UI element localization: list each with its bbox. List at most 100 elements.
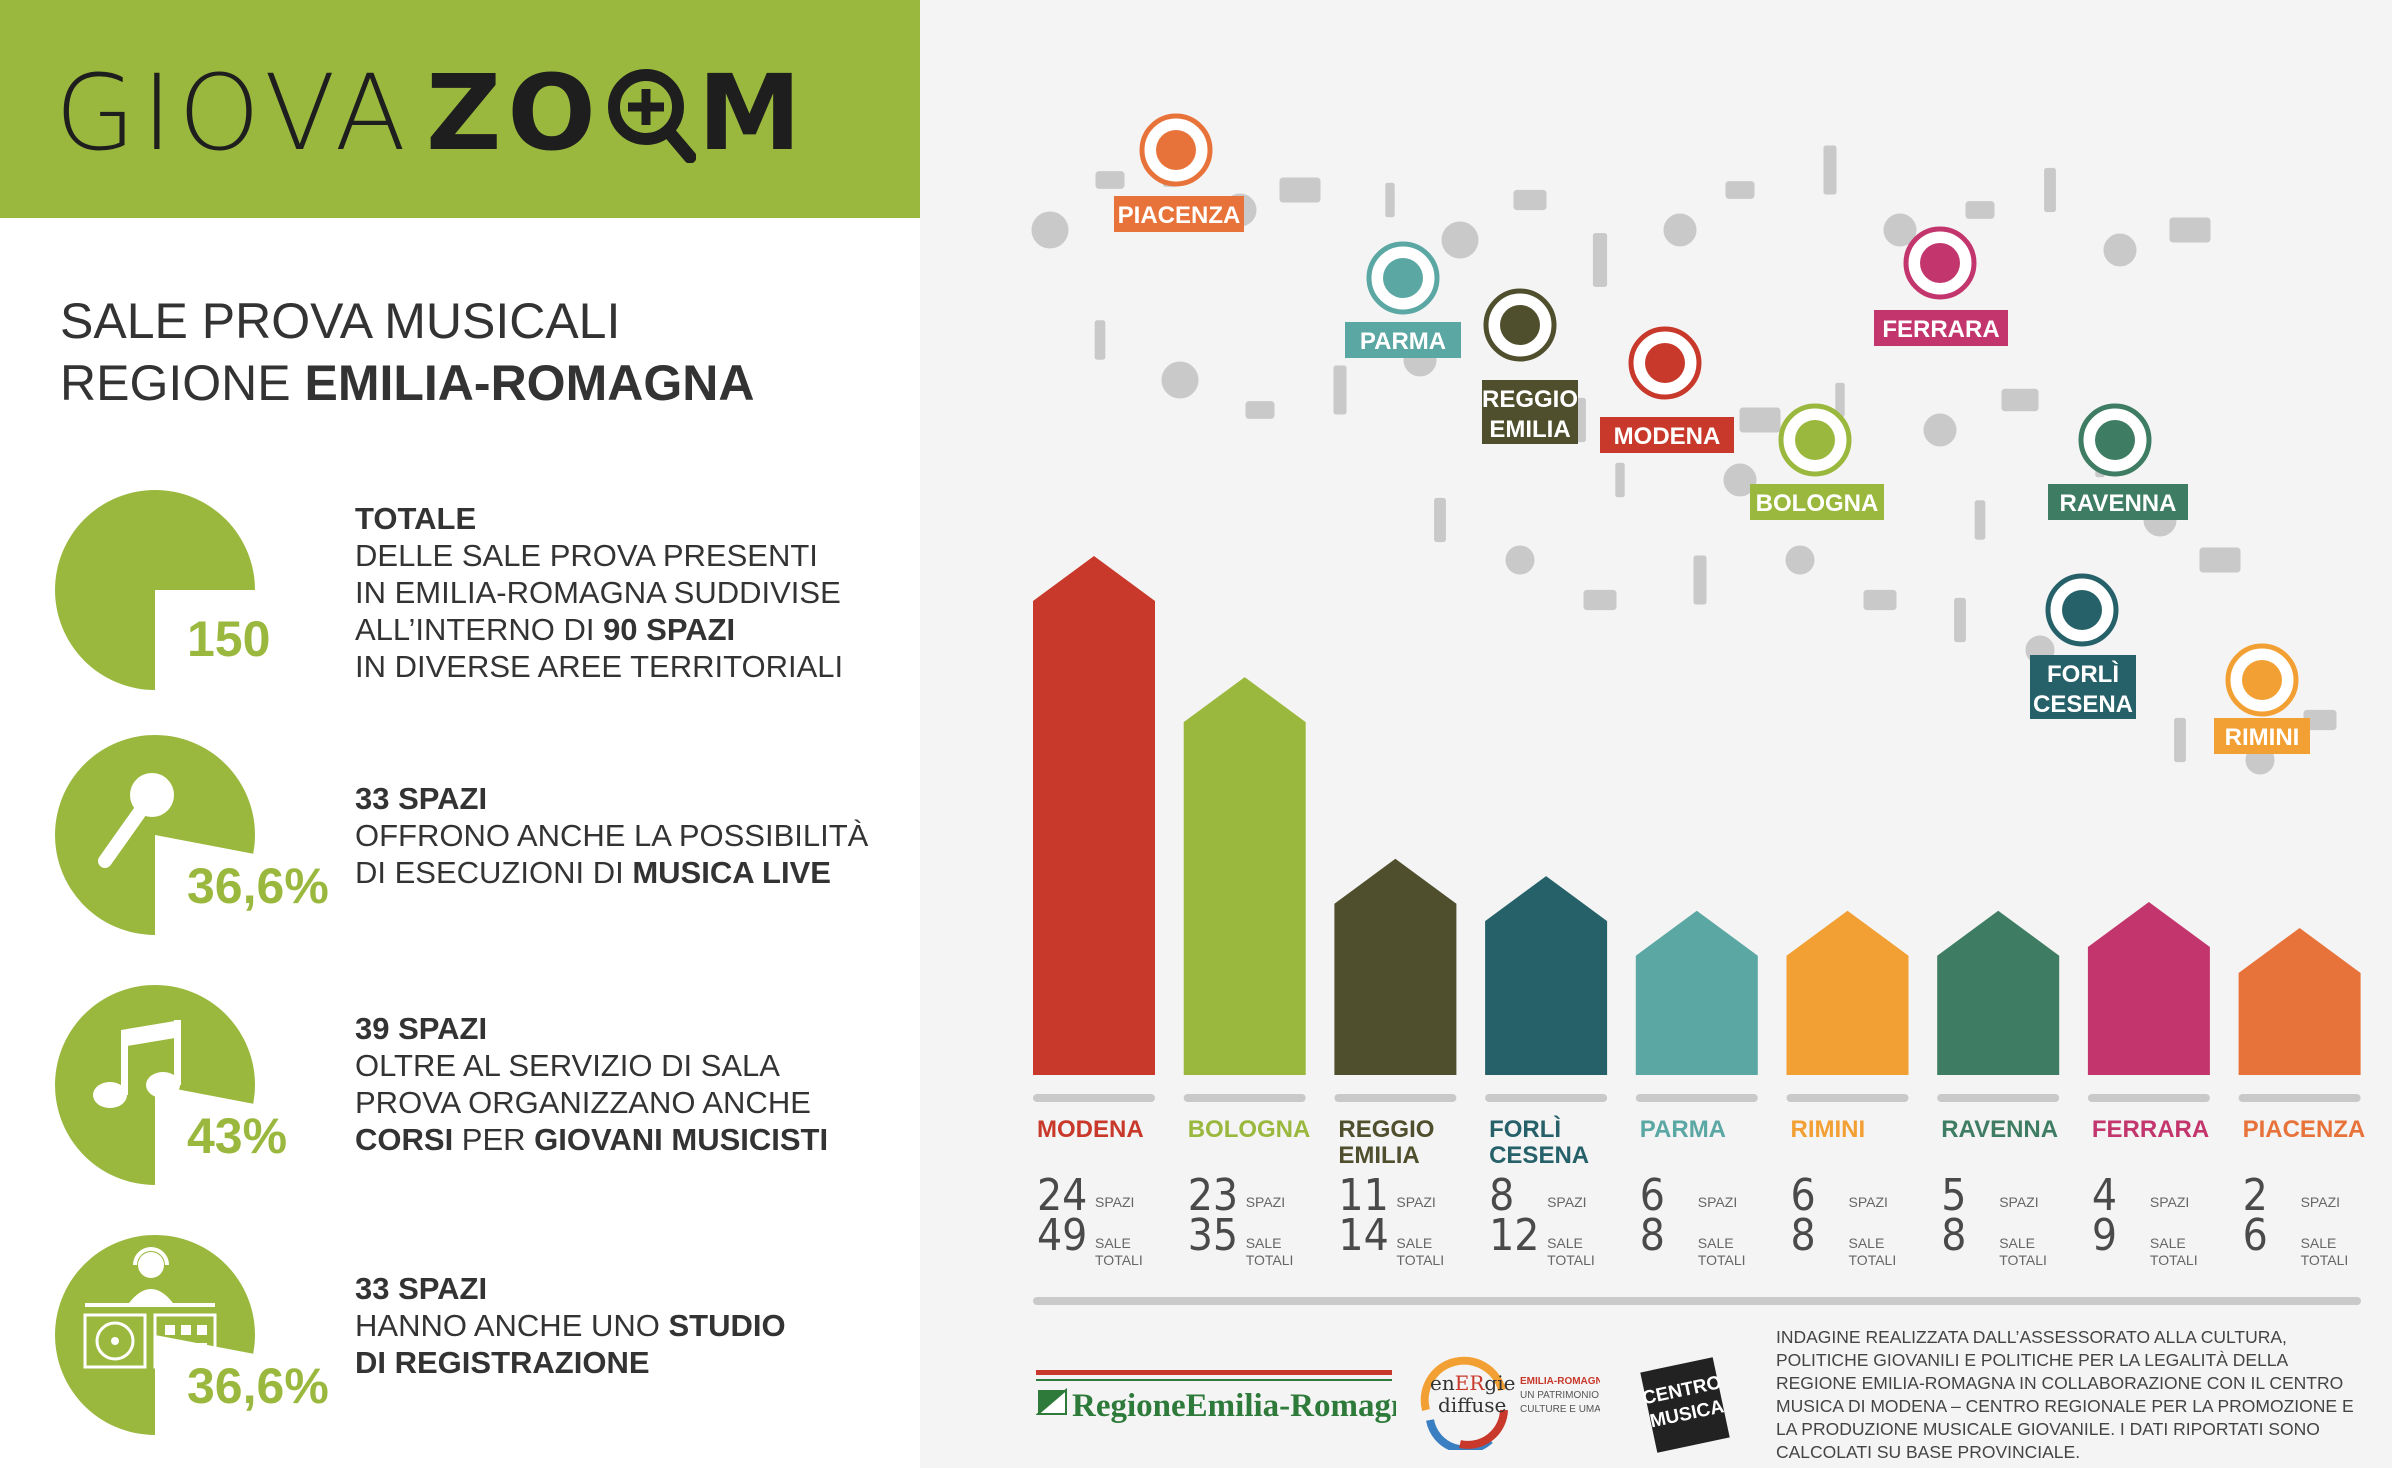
marker-label: RIMINI: [2225, 724, 2300, 751]
spazi-value: 24: [1037, 1170, 1087, 1221]
spazi-value: 23: [1188, 1170, 1238, 1221]
sale-value: 14: [1338, 1210, 1388, 1261]
stat-line: TOTALE: [355, 500, 843, 537]
spazi-value: 2: [2243, 1170, 2268, 1221]
logo-en-sub1: EMILIA-ROMAGNA: [1520, 1376, 1600, 1387]
bar-baseline: [1485, 1094, 1608, 1102]
spazi-value: 6: [1791, 1170, 1816, 1221]
sale-unit: TOTALI: [1246, 1252, 1294, 1268]
logo-part2a: ZO: [425, 52, 602, 174]
stat-line: DI REGISTRAZIONE: [355, 1344, 786, 1381]
marker-label: MODENA: [1614, 423, 1721, 450]
sale-unit: SALE: [1396, 1235, 1432, 1251]
sale-unit: TOTALI: [1547, 1252, 1595, 1268]
stat-line: ALL’INTERNO DI 90 SPAZI: [355, 611, 843, 648]
marker-label-bg: [1600, 417, 1734, 453]
marker-label: FORLÌ: [2047, 660, 2119, 688]
spazi-value: 11: [1338, 1170, 1388, 1221]
category-label: FERRARA: [2092, 1116, 2209, 1143]
map-marker: FORLÌ CESENA: [2030, 573, 2136, 719]
stat-pie: [55, 490, 255, 690]
bar-baseline: [2087, 1094, 2210, 1102]
category-label: PIACENZA: [2243, 1116, 2366, 1143]
sale-value: 12: [1489, 1210, 1539, 1261]
spazi-unit: SPAZI: [1849, 1194, 1888, 1210]
sale-unit: TOTALI: [1095, 1252, 1143, 1268]
sale-unit: SALE: [2150, 1235, 2186, 1251]
bar-baseline: [1334, 1094, 1457, 1102]
giovazoom-logo: GIOVA ZO M: [55, 58, 807, 168]
stat-line: IN EMILIA-ROMAGNA SUDDIVISE: [355, 574, 843, 611]
stat-pie: [55, 985, 255, 1185]
bar: [1183, 677, 1306, 1075]
category-label: EMILIA: [1338, 1142, 1419, 1169]
headline-line1: SALE PROVA MUSICALI: [60, 293, 621, 349]
svg-text:enERgie: enERgie: [1430, 1371, 1515, 1395]
marker-label: FERRARA: [1882, 316, 1999, 343]
stat-text: IN EMILIA-ROMAGNA SUDDIVISE: [355, 575, 841, 610]
marker-label: RAVENNA: [2060, 490, 2177, 517]
footer-note: INDAGINE REALIZZATA DALL’ASSESSORATO ALL…: [1776, 1327, 2354, 1462]
sale-unit: TOTALI: [1999, 1252, 2047, 1268]
bar: [1334, 858, 1457, 1075]
stat-line: IN DIVERSE AREE TERRITORIALI: [355, 648, 843, 685]
stat-pie: [55, 1235, 255, 1435]
sale-value: 6: [2243, 1210, 2268, 1261]
stat-value: 43%: [187, 1108, 288, 1164]
stat-value: 36,6%: [187, 1358, 329, 1414]
spazi-value: 4: [2092, 1170, 2117, 1221]
stat-text: 33 SPAZI: [355, 1271, 488, 1306]
map-marker: PIACENZA: [1114, 113, 1244, 232]
stat-line: OFFRONO ANCHE LA POSSIBILITÀ: [355, 817, 868, 854]
bar: [2238, 928, 2361, 1075]
marker-dot: [1920, 243, 1960, 283]
headline-region: EMILIA-ROMAGNA: [304, 355, 755, 411]
map-marker: PARMA: [1345, 241, 1461, 358]
stat-description: 33 SPAZI HANNO ANCHE UNO STUDIO DI REGISTR…: [355, 1270, 786, 1381]
headline: SALE PROVA MUSICALI REGIONE EMILIA-ROMAG…: [60, 290, 754, 414]
stat-text: 39 SPAZI: [355, 1011, 488, 1046]
stat-text: DI REGISTRAZIONE: [355, 1345, 650, 1380]
marker-label-bg: [1114, 196, 1244, 232]
marker-label: PARMA: [1360, 328, 1446, 355]
stat-line: CORSI PER GIOVANI MUSICISTI: [355, 1121, 828, 1158]
logo-rer-text: RegioneEmilia-Romagna: [1072, 1388, 1396, 1424]
sale-unit: SALE: [1246, 1235, 1282, 1251]
marker-label: PIACENZA: [1118, 202, 1241, 229]
sale-value: 8: [1941, 1210, 1966, 1261]
category-label: FORLÌ: [1489, 1115, 1561, 1143]
stat-description: 39 SPAZI OLTRE AL SERVIZIO DI SALA PROVA O…: [355, 1010, 828, 1158]
category-label: PARMA: [1640, 1116, 1726, 1143]
category-label: RIMINI: [1791, 1116, 1866, 1143]
bars: MODENA2449SPAZISALETOTALIBOLOGNA2335SPAZ…: [1033, 556, 2365, 1268]
map-marker: RAVENNA: [2048, 403, 2188, 520]
spazi-unit: SPAZI: [2301, 1194, 2340, 1210]
spazi-unit: SPAZI: [1095, 1194, 1134, 1210]
bar-baseline: [1183, 1094, 1306, 1102]
stat-value: 36,6%: [187, 858, 329, 914]
spazi-unit: SPAZI: [2150, 1194, 2189, 1210]
bar: [1635, 910, 1758, 1075]
bar-baseline: [1786, 1094, 1909, 1102]
stat-value: 150: [187, 611, 271, 667]
marker-label-bg: [1482, 380, 1578, 444]
logo-en-sub2: UN PATRIMONIO DI: [1520, 1390, 1600, 1401]
map-marker: FERRARA: [1874, 226, 2008, 346]
marker-label-bg: [1345, 322, 1461, 358]
marker-label-bg: [2048, 484, 2188, 520]
spazi-unit: SPAZI: [1547, 1194, 1586, 1210]
spazi-unit: SPAZI: [1698, 1194, 1737, 1210]
stat-text: IN DIVERSE AREE TERRITORIALI: [355, 649, 844, 684]
sale-unit: SALE: [1999, 1235, 2035, 1251]
sale-unit: TOTALI: [1849, 1252, 1897, 1268]
energie-diffuse-logo: enERgie diffuse EMILIA-ROMAGNA UN PATRIM…: [1420, 1356, 1600, 1450]
bar: [1937, 910, 2060, 1075]
bar-baseline: [2238, 1094, 2361, 1102]
stat-text: DELLE SALE PROVA PRESENTI: [355, 538, 818, 573]
sale-unit: TOTALI: [1396, 1252, 1444, 1268]
spazi-unit: SPAZI: [1396, 1194, 1435, 1210]
spazi-value: 8: [1489, 1170, 1514, 1221]
map-marker: MODENA: [1600, 326, 1734, 453]
stat-text: DI ESECUZIONI DI: [355, 855, 633, 890]
